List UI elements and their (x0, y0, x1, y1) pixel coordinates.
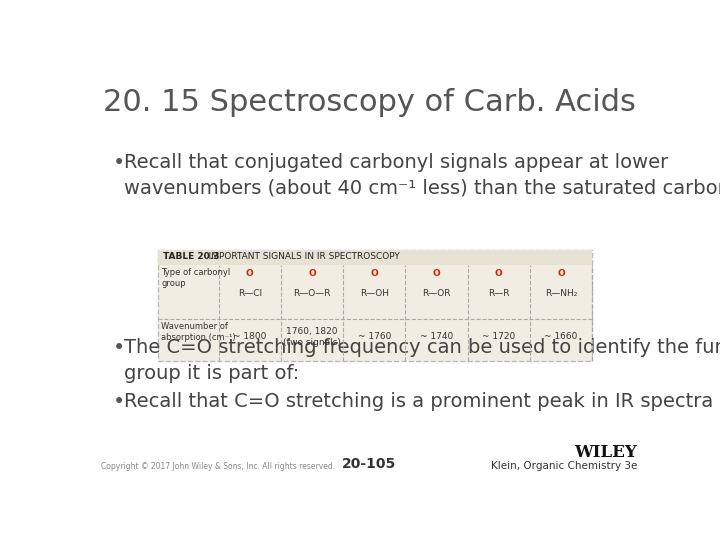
Text: Type of carbonyl
group: Type of carbonyl group (161, 268, 230, 288)
Text: O: O (246, 269, 253, 278)
Text: R—Cl: R—Cl (238, 289, 262, 298)
Text: O: O (557, 269, 565, 278)
Text: ~ 1760: ~ 1760 (358, 333, 391, 341)
Text: •: • (113, 392, 125, 412)
Text: Recall that conjugated carbonyl signals appear at lower
wavenumbers (about 40 cm: Recall that conjugated carbonyl signals … (124, 153, 720, 198)
Text: R—OH: R—OH (360, 289, 389, 298)
Text: O: O (495, 269, 503, 278)
Text: R—NH₂: R—NH₂ (545, 289, 577, 298)
Text: 1760, 1820
(two signals): 1760, 1820 (two signals) (283, 327, 341, 347)
Text: O: O (308, 269, 316, 278)
Text: WILEY: WILEY (575, 443, 637, 461)
Text: 20-105: 20-105 (342, 457, 396, 471)
Text: Wavenumber of
absorption (cm⁻¹): Wavenumber of absorption (cm⁻¹) (161, 322, 236, 342)
Text: O: O (433, 269, 441, 278)
Text: O: O (370, 269, 378, 278)
Bar (158, 249, 593, 361)
Text: ~ 1720: ~ 1720 (482, 333, 516, 341)
Text: ~ 1660: ~ 1660 (544, 333, 577, 341)
Text: IMPORTANT SIGNALS IN IR SPECTROSCOPY: IMPORTANT SIGNALS IN IR SPECTROSCOPY (200, 252, 400, 261)
Text: R—O—R: R—O—R (293, 289, 330, 298)
Text: •: • (113, 153, 125, 173)
Bar (158, 249, 593, 265)
Text: ~ 1740: ~ 1740 (420, 333, 453, 341)
Text: The C=O stretching frequency can be used to identify the function
group it is pa: The C=O stretching frequency can be used… (124, 338, 720, 383)
Text: •: • (113, 338, 125, 358)
Text: 20. 15 Spectroscopy of Carb. Acids: 20. 15 Spectroscopy of Carb. Acids (102, 88, 636, 117)
Text: TABLE 20.3: TABLE 20.3 (163, 252, 219, 261)
Text: R—OR: R—OR (423, 289, 451, 298)
Text: Klein, Organic Chemistry 3e: Klein, Organic Chemistry 3e (491, 461, 637, 471)
Text: Recall that C=O stretching is a prominent peak in IR spectra: Recall that C=O stretching is a prominen… (124, 392, 714, 411)
Text: ~ 1800: ~ 1800 (233, 333, 266, 341)
Text: Copyright © 2017 John Wiley & Sons, Inc. All rights reserved.: Copyright © 2017 John Wiley & Sons, Inc.… (101, 462, 335, 471)
Text: R—R: R—R (488, 289, 510, 298)
